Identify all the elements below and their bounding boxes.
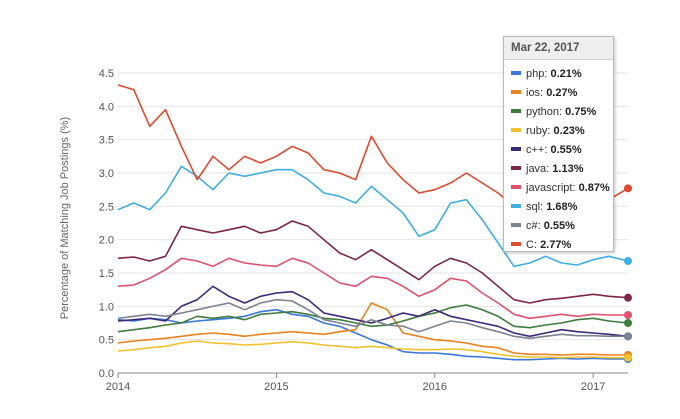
tooltip-series-value: 0.55% (550, 144, 582, 156)
tooltip-row-c#: c#: 0.55% (504, 217, 613, 236)
tooltip-series-name: javascript: (526, 182, 579, 194)
legend-swatch (511, 166, 521, 171)
series-line-php (117, 308, 628, 361)
tooltip-row-sql: sql: 1.68% (504, 198, 613, 217)
tooltip-row-javascript: javascript: 0.87% (504, 179, 613, 198)
x-tick-label: 2017 (581, 381, 605, 393)
legend-swatch (511, 109, 521, 114)
hover-tooltip: Mar 22, 2017 php: 0.21% ios: 0.27% python:… (503, 36, 614, 252)
legend-swatch (511, 185, 521, 190)
end-marker-javascript[interactable] (624, 311, 632, 319)
legend-swatch (511, 128, 521, 133)
tooltip-date: Mar 22, 2017 (504, 37, 613, 60)
y-tick-label: 0.0 (99, 368, 114, 380)
series-line-ios (117, 302, 628, 356)
axes: 0.0 0.5 1.0 1.5 2.0 2.5 3.0 3.5 4.0 4.5 2014 2015 20… (99, 68, 606, 393)
tooltip-series-name: ios: (526, 87, 547, 99)
end-marker-java[interactable] (624, 293, 632, 302)
y-tick-label: 3.0 (99, 168, 114, 180)
y-tick-label: 4.0 (99, 101, 114, 113)
tooltip-series-value: 0.27% (546, 87, 578, 99)
series-line-c++ (117, 285, 629, 338)
y-tick-label: 1.0 (99, 301, 114, 313)
end-marker-ruby[interactable] (624, 353, 632, 362)
series-line-java (117, 220, 629, 304)
tooltip-series-name: sql: (526, 201, 547, 213)
tooltip-list: php: 0.21% ios: 0.27% python: 0.75% ruby: 0… (504, 60, 613, 255)
tooltip-series-value: 0.55% (543, 220, 575, 232)
tooltip-series-name: c#: (526, 220, 544, 232)
tooltip-row-php: php: 0.21% (504, 65, 613, 84)
end-markers (624, 184, 632, 363)
tooltip-row-java: java: 1.13% (504, 160, 613, 179)
legend-swatch (511, 147, 521, 152)
y-tick-label: 0.5 (99, 335, 114, 347)
tooltip-series-name: c++: (526, 144, 551, 156)
series-line-c# (117, 298, 628, 340)
tooltip-row-python: python: 0.75% (504, 103, 613, 122)
x-tick-label: 2014 (106, 381, 130, 393)
tooltip-series-name: python: (526, 106, 566, 118)
series-line-python (117, 304, 629, 333)
tooltip-series-value: 1.68% (546, 201, 578, 213)
tooltip-series-value: 2.77% (540, 239, 572, 251)
tooltip-row-ios: ios: 0.27% (504, 84, 613, 103)
tooltip-row-c++: c++: 0.55% (504, 141, 613, 160)
tooltip-series-value: 1.13% (552, 163, 584, 175)
legend-swatch (511, 71, 521, 76)
series-line-sql (117, 165, 629, 268)
tooltip-series-value: 0.75% (565, 106, 597, 118)
end-marker-sql[interactable] (624, 257, 632, 265)
y-tick-label: 3.5 (99, 135, 114, 147)
y-tick-label: 4.5 (99, 68, 114, 80)
tooltip-row-C: C: 2.77% (504, 236, 613, 255)
end-marker-c#[interactable] (624, 332, 632, 341)
tooltip-series-name: ruby: (526, 125, 554, 137)
end-marker-python[interactable] (624, 319, 632, 327)
y-tick-label: 2.0 (99, 235, 114, 247)
tooltip-series-value: 0.23% (553, 125, 585, 137)
legend-swatch (511, 90, 521, 95)
tooltip-series-name: C: (526, 239, 541, 251)
series-line-javascript (117, 257, 628, 320)
x-tick-label: 2015 (264, 381, 288, 393)
tooltip-series-name: java: (526, 163, 553, 175)
legend-swatch (511, 223, 521, 228)
series-lines (117, 84, 629, 361)
legend-swatch (511, 242, 521, 247)
y-tick-label: 1.5 (99, 268, 114, 280)
series-line-ruby (117, 340, 628, 359)
end-marker-C[interactable] (624, 184, 632, 193)
x-tick-label: 2016 (423, 381, 447, 393)
y-axis-title: Percentage of Matching Job Postings (%) (59, 117, 71, 319)
tooltip-series-value: 0.21% (550, 68, 582, 80)
tooltip-series-value: 0.87% (578, 182, 610, 194)
tooltip-row-ruby: ruby: 0.23% (504, 122, 613, 141)
y-tick-label: 2.5 (99, 201, 114, 213)
tooltip-series-name: php: (526, 68, 551, 80)
legend-swatch (511, 204, 521, 209)
